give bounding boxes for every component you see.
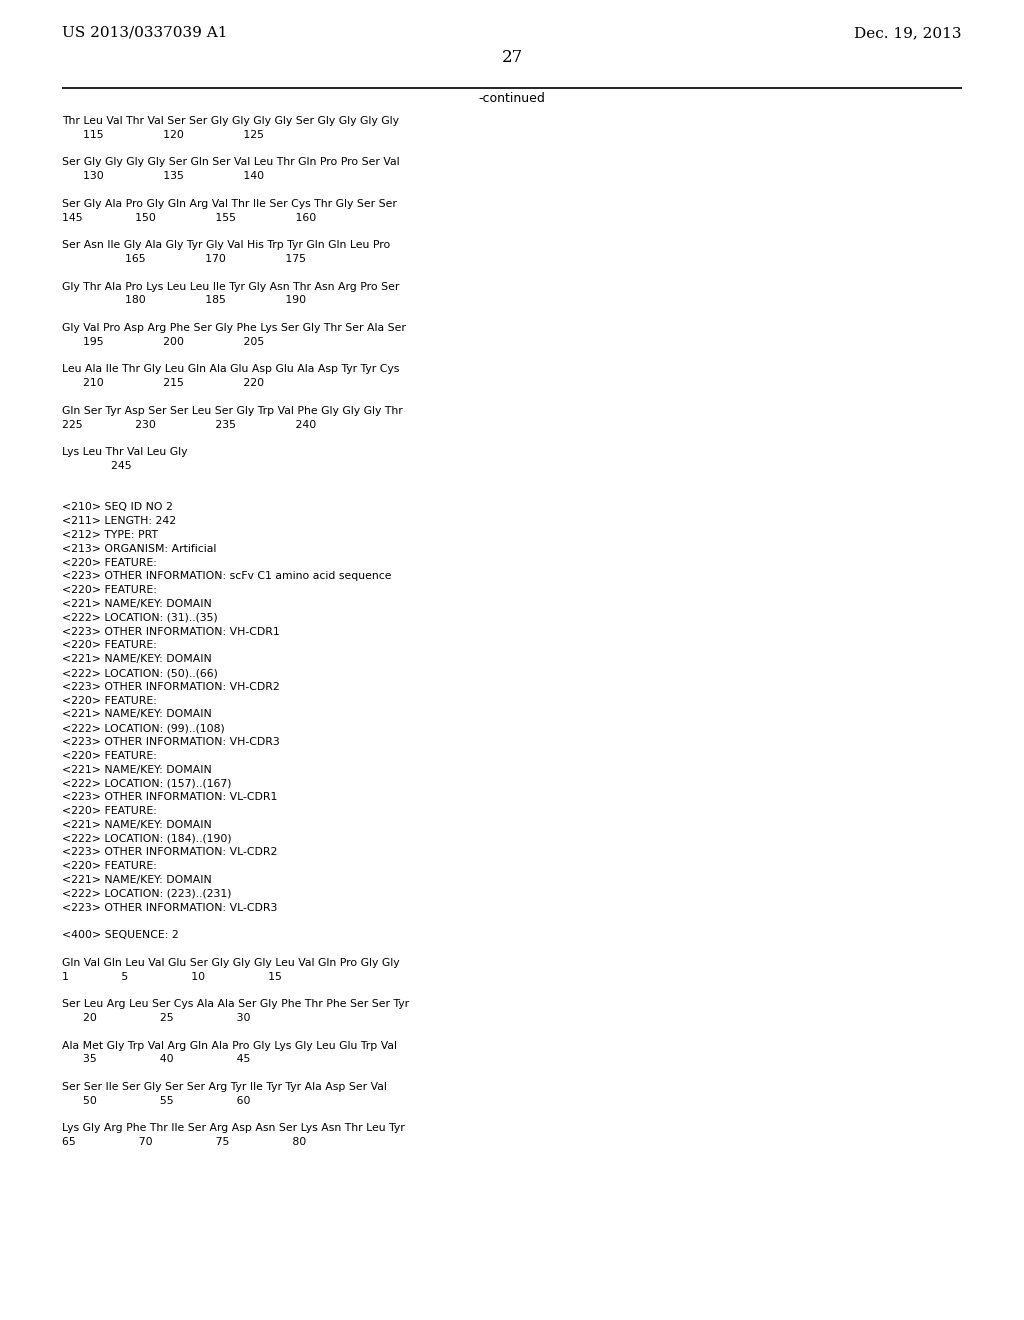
Text: -continued: -continued [478,92,546,106]
Text: <221> NAME/KEY: DOMAIN: <221> NAME/KEY: DOMAIN [62,820,212,830]
Text: <400> SEQUENCE: 2: <400> SEQUENCE: 2 [62,931,179,940]
Text: Ser Gly Ala Pro Gly Gln Arg Val Thr Ile Ser Cys Thr Gly Ser Ser: Ser Gly Ala Pro Gly Gln Arg Val Thr Ile … [62,199,397,209]
Text: Gln Ser Tyr Asp Ser Ser Leu Ser Gly Trp Val Phe Gly Gly Gly Thr: Gln Ser Tyr Asp Ser Ser Leu Ser Gly Trp … [62,405,402,416]
Text: <220> FEATURE:: <220> FEATURE: [62,807,157,816]
Text: <223> OTHER INFORMATION: VL-CDR2: <223> OTHER INFORMATION: VL-CDR2 [62,847,278,858]
Text: Thr Leu Val Thr Val Ser Ser Gly Gly Gly Gly Ser Gly Gly Gly Gly: Thr Leu Val Thr Val Ser Ser Gly Gly Gly … [62,116,399,125]
Text: 35                  40                  45: 35 40 45 [62,1055,251,1064]
Text: <210> SEQ ID NO 2: <210> SEQ ID NO 2 [62,503,173,512]
Text: Gly Val Pro Asp Arg Phe Ser Gly Phe Lys Ser Gly Thr Ser Ala Ser: Gly Val Pro Asp Arg Phe Ser Gly Phe Lys … [62,323,406,333]
Text: Leu Ala Ile Thr Gly Leu Gln Ala Glu Asp Glu Ala Asp Tyr Tyr Cys: Leu Ala Ile Thr Gly Leu Gln Ala Glu Asp … [62,364,399,375]
Text: <223> OTHER INFORMATION: VL-CDR3: <223> OTHER INFORMATION: VL-CDR3 [62,903,278,912]
Text: <220> FEATURE:: <220> FEATURE: [62,696,157,706]
Text: <223> OTHER INFORMATION: VL-CDR1: <223> OTHER INFORMATION: VL-CDR1 [62,792,278,803]
Text: <221> NAME/KEY: DOMAIN: <221> NAME/KEY: DOMAIN [62,764,212,775]
Text: US 2013/0337039 A1: US 2013/0337039 A1 [62,26,227,40]
Text: 210                 215                 220: 210 215 220 [62,379,264,388]
Text: <220> FEATURE:: <220> FEATURE: [62,585,157,595]
Text: Gln Val Gln Leu Val Glu Ser Gly Gly Gly Leu Val Gln Pro Gly Gly: Gln Val Gln Leu Val Glu Ser Gly Gly Gly … [62,958,399,968]
Text: <223> OTHER INFORMATION: VH-CDR3: <223> OTHER INFORMATION: VH-CDR3 [62,737,280,747]
Text: 245: 245 [62,461,132,471]
Text: Ser Gly Gly Gly Gly Ser Gln Ser Val Leu Thr Gln Pro Pro Ser Val: Ser Gly Gly Gly Gly Ser Gln Ser Val Leu … [62,157,399,168]
Text: <221> NAME/KEY: DOMAIN: <221> NAME/KEY: DOMAIN [62,599,212,609]
Text: Ser Asn Ile Gly Ala Gly Tyr Gly Val His Trp Tyr Gln Gln Leu Pro: Ser Asn Ile Gly Ala Gly Tyr Gly Val His … [62,240,390,251]
Text: <220> FEATURE:: <220> FEATURE: [62,557,157,568]
Text: 65                  70                  75                  80: 65 70 75 80 [62,1138,306,1147]
Text: Ala Met Gly Trp Val Arg Gln Ala Pro Gly Lys Gly Leu Glu Trp Val: Ala Met Gly Trp Val Arg Gln Ala Pro Gly … [62,1040,397,1051]
Text: Ser Leu Arg Leu Ser Cys Ala Ala Ser Gly Phe Thr Phe Ser Ser Tyr: Ser Leu Arg Leu Ser Cys Ala Ala Ser Gly … [62,999,410,1010]
Text: <223> OTHER INFORMATION: VH-CDR2: <223> OTHER INFORMATION: VH-CDR2 [62,682,280,692]
Text: Lys Leu Thr Val Leu Gly: Lys Leu Thr Val Leu Gly [62,447,187,457]
Text: <222> LOCATION: (223)..(231): <222> LOCATION: (223)..(231) [62,888,231,899]
Text: Gly Thr Ala Pro Lys Leu Leu Ile Tyr Gly Asn Thr Asn Arg Pro Ser: Gly Thr Ala Pro Lys Leu Leu Ile Tyr Gly … [62,281,399,292]
Text: <221> NAME/KEY: DOMAIN: <221> NAME/KEY: DOMAIN [62,875,212,884]
Text: <222> LOCATION: (184)..(190): <222> LOCATION: (184)..(190) [62,834,231,843]
Text: <222> LOCATION: (31)..(35): <222> LOCATION: (31)..(35) [62,612,218,623]
Text: <212> TYPE: PRT: <212> TYPE: PRT [62,531,158,540]
Text: 130                 135                 140: 130 135 140 [62,172,264,181]
Text: <220> FEATURE:: <220> FEATURE: [62,861,157,871]
Text: 50                  55                  60: 50 55 60 [62,1096,251,1106]
Text: <220> FEATURE:: <220> FEATURE: [62,640,157,651]
Text: 20                  25                  30: 20 25 30 [62,1012,251,1023]
Text: <222> LOCATION: (50)..(66): <222> LOCATION: (50)..(66) [62,668,218,678]
Text: 1               5                  10                  15: 1 5 10 15 [62,972,282,982]
Text: <222> LOCATION: (99)..(108): <222> LOCATION: (99)..(108) [62,723,224,733]
Text: 115                 120                 125: 115 120 125 [62,129,264,140]
Text: <213> ORGANISM: Artificial: <213> ORGANISM: Artificial [62,544,216,554]
Text: 180                 185                 190: 180 185 190 [62,296,306,305]
Text: Dec. 19, 2013: Dec. 19, 2013 [854,26,962,40]
Text: 195                 200                 205: 195 200 205 [62,337,264,347]
Text: <223> OTHER INFORMATION: scFv C1 amino acid sequence: <223> OTHER INFORMATION: scFv C1 amino a… [62,572,391,581]
Text: 165                 170                 175: 165 170 175 [62,253,306,264]
Text: 145               150                 155                 160: 145 150 155 160 [62,213,316,223]
Text: <223> OTHER INFORMATION: VH-CDR1: <223> OTHER INFORMATION: VH-CDR1 [62,627,280,636]
Text: <211> LENGTH: 242: <211> LENGTH: 242 [62,516,176,527]
Text: Ser Ser Ile Ser Gly Ser Ser Arg Tyr Ile Tyr Tyr Ala Asp Ser Val: Ser Ser Ile Ser Gly Ser Ser Arg Tyr Ile … [62,1082,387,1092]
Text: <221> NAME/KEY: DOMAIN: <221> NAME/KEY: DOMAIN [62,709,212,719]
Text: 27: 27 [502,49,522,66]
Text: Lys Gly Arg Phe Thr Ile Ser Arg Asp Asn Ser Lys Asn Thr Leu Tyr: Lys Gly Arg Phe Thr Ile Ser Arg Asp Asn … [62,1123,404,1134]
Text: 225               230                 235                 240: 225 230 235 240 [62,420,316,429]
Text: <222> LOCATION: (157)..(167): <222> LOCATION: (157)..(167) [62,779,231,788]
Text: <221> NAME/KEY: DOMAIN: <221> NAME/KEY: DOMAIN [62,655,212,664]
Text: <220> FEATURE:: <220> FEATURE: [62,751,157,760]
